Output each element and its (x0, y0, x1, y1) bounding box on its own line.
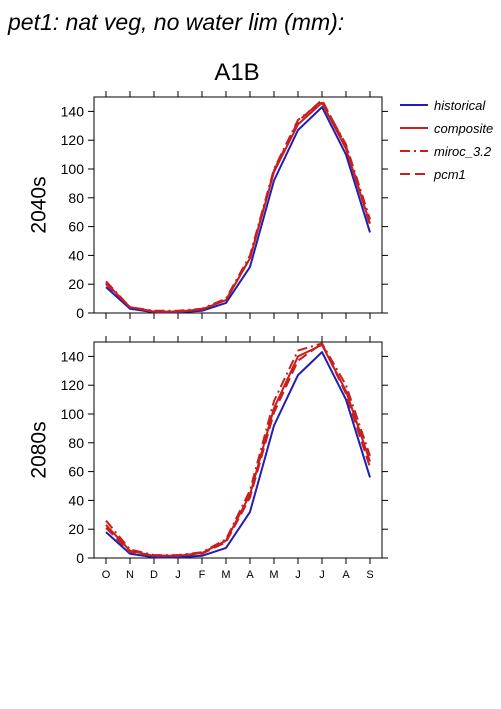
legend-label-miroc_3.2: miroc_3.2 (434, 144, 492, 159)
y-tick-label: 0 (76, 550, 84, 566)
panel-2040s: 2040s 0 20 40 60 80 100 120 140 (28, 91, 388, 321)
series-line-historical (105, 106, 371, 314)
x-tick-label: N (126, 569, 134, 581)
y-tick-label: 140 (61, 348, 85, 364)
series-line-pcm1 (105, 98, 371, 313)
x-tick-label: F (199, 569, 206, 581)
y-tick-label: 120 (61, 377, 85, 393)
x-tick-label: O (102, 569, 111, 581)
plot-frame (93, 341, 383, 559)
panel-2080s: 2080s 0 20 40 60 80 100 120 140 O N D J F M A M J J A S (28, 336, 388, 581)
y-tick-label: 100 (61, 161, 85, 177)
x-tick-label: S (366, 569, 373, 581)
series-line-historical (105, 351, 371, 559)
plot-frame (93, 96, 383, 314)
x-tick-label: A (246, 569, 254, 581)
series-line-composite (105, 343, 371, 557)
y-tick-label: 140 (61, 103, 85, 119)
y-axis-label: 2040s (28, 176, 51, 233)
y-tick-label: 0 (76, 305, 84, 321)
y-axis-label: 2080s (28, 421, 51, 478)
legend: historical composite miroc_3.2 pcm1 (400, 98, 493, 182)
x-tick-label: M (269, 569, 278, 581)
y-tick-label: 120 (61, 132, 85, 148)
x-tick-label: M (221, 569, 230, 581)
y-tick-label: 100 (61, 406, 85, 422)
scenario-title: A1B (214, 59, 259, 86)
y-tick-label: 40 (68, 492, 84, 508)
y-tick-label: 20 (68, 276, 84, 292)
legend-label-historical: historical (434, 98, 486, 113)
x-tick-label: J (175, 569, 181, 581)
x-tick-label: J (319, 569, 325, 581)
legend-label-pcm1: pcm1 (433, 167, 466, 182)
y-tick-label: 20 (68, 521, 84, 537)
series-line-pcm1 (105, 342, 371, 557)
y-tick-label: 60 (68, 219, 84, 235)
x-tick-label: A (342, 569, 350, 581)
x-tick-label: D (150, 569, 158, 581)
legend-label-composite: composite (434, 121, 493, 136)
y-tick-label: 80 (68, 435, 84, 451)
x-tick-label: J (295, 569, 301, 581)
figure-title: pet1: nat veg, no water lim (mm): (7, 9, 344, 35)
series-line-miroc_3.2 (105, 342, 371, 557)
y-tick-label: 40 (68, 247, 84, 263)
y-tick-label: 60 (68, 464, 84, 480)
y-tick-label: 80 (68, 190, 84, 206)
chart-panels: 2040s 0 20 40 60 80 100 120 140 2080s 0 20 40 60 80 100… (28, 91, 388, 581)
